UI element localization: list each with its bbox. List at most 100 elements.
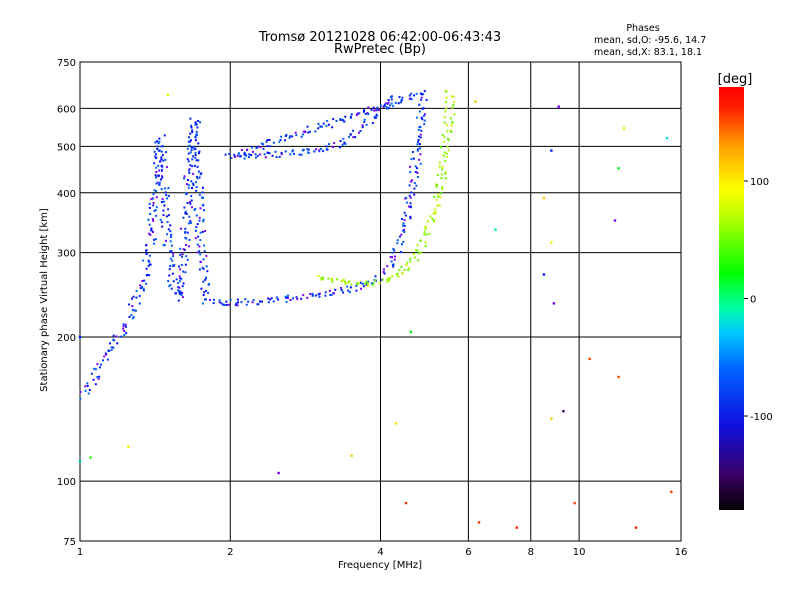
trace-point-1: [398, 269, 401, 271]
trace-point-0: [112, 338, 115, 341]
trace-point-0: [163, 134, 166, 137]
trace-point-0: [192, 155, 195, 158]
scatter-point-5: [277, 471, 280, 475]
trace-point-1: [452, 95, 455, 98]
trace-point-0: [233, 153, 236, 156]
trace-point-0: [198, 150, 201, 153]
trace-point-0: [191, 158, 194, 161]
trace-point-0: [389, 104, 391, 107]
trace-point-0: [164, 187, 166, 190]
trace-point-0: [335, 119, 338, 122]
trace-point-0: [317, 122, 320, 125]
trace-point-0: [367, 106, 370, 109]
trace-point-0: [408, 97, 411, 100]
trace-point-1: [433, 220, 436, 223]
trace-point-1: [441, 168, 444, 171]
trace-point-0: [419, 162, 422, 165]
trace-point-0: [148, 260, 151, 263]
trace-point-0: [197, 159, 200, 162]
trace-point-0: [352, 129, 354, 132]
trace-point-0: [306, 148, 309, 151]
trace-point-0: [147, 218, 150, 221]
trace-point-0: [418, 103, 421, 106]
trace-point-0: [314, 130, 317, 133]
trace-point-1: [437, 195, 440, 198]
trace-point-0: [420, 116, 423, 119]
trace-point-0: [417, 140, 420, 143]
trace-point-0: [124, 326, 127, 328]
stats-heading: Phases: [626, 23, 659, 34]
trace-point-0: [321, 125, 323, 128]
trace-point-0: [397, 102, 400, 105]
trace-point-0: [363, 109, 366, 112]
trace-point-1: [445, 156, 448, 159]
trace-point-0: [79, 397, 82, 400]
trace-point-0: [167, 228, 170, 231]
trace-point-0: [172, 255, 175, 258]
trace-point-0: [190, 126, 193, 129]
trace-point-0: [402, 224, 405, 227]
trace-point-0: [307, 131, 310, 134]
trace-point-0: [90, 372, 93, 375]
trace-point-0: [278, 156, 281, 158]
trace-point-1: [395, 273, 398, 276]
trace-point-1: [420, 251, 423, 254]
trace-point-0: [259, 300, 261, 303]
trace-point-0: [164, 191, 167, 194]
trace-point-0: [300, 153, 303, 156]
trace-point-1: [438, 165, 441, 168]
trace-point-0: [79, 391, 82, 393]
trace-point-1: [374, 279, 377, 282]
trace-point-0: [409, 217, 412, 220]
trace-point-1: [452, 104, 455, 107]
trace-point-0: [192, 172, 195, 175]
trace-point-0: [205, 277, 207, 280]
trace-point-0: [223, 303, 226, 306]
scatter-point-26: [617, 167, 620, 170]
trace-point-0: [182, 248, 185, 251]
trace-point-0: [155, 182, 158, 185]
trace-point-0: [187, 184, 190, 187]
trace-point-1: [423, 230, 426, 233]
trace-point-0: [204, 278, 207, 281]
trace-point-0: [298, 153, 301, 156]
trace-point-1: [344, 280, 346, 283]
trace-point-0: [160, 188, 163, 191]
trace-point-1: [322, 276, 325, 279]
trace-point-0: [138, 302, 141, 305]
trace-point-0: [187, 245, 190, 248]
trace-point-0: [194, 153, 197, 156]
trace-point-0: [275, 156, 278, 158]
trace-point-0: [341, 143, 344, 146]
trace-point-0: [167, 280, 170, 283]
trace-point-0: [124, 323, 127, 326]
trace-point-0: [190, 149, 193, 152]
trace-point-1: [417, 259, 420, 262]
y-tick-label-750: 750: [57, 58, 76, 69]
trace-point-0: [373, 116, 376, 119]
scatter-point-28: [634, 526, 638, 529]
trace-point-0: [220, 302, 223, 305]
trace-point-0: [292, 297, 294, 300]
trace-point-0: [139, 287, 142, 290]
trace-point-1: [446, 137, 449, 140]
trace-point-0: [288, 136, 291, 139]
y-axis-label: Stationary phase Virtual Height [km]: [39, 208, 50, 392]
trace-point-0: [148, 206, 151, 209]
trace-point-0: [157, 174, 160, 177]
trace-point-1: [386, 281, 389, 284]
trace-point-0: [198, 268, 201, 271]
trace-point-1: [367, 282, 370, 285]
trace-point-0: [240, 149, 243, 151]
trace-point-0: [404, 214, 407, 217]
trace-point-0: [423, 123, 426, 126]
trace-point-0: [177, 286, 180, 289]
trace-point-0: [243, 153, 246, 156]
trace-point-1: [443, 121, 446, 124]
trace-point-0: [362, 285, 365, 288]
trace-point-0: [154, 238, 157, 241]
trace-point-0: [382, 271, 385, 274]
trace-point-0: [155, 196, 158, 199]
trace-point-0: [403, 231, 406, 234]
trace-point-0: [313, 150, 316, 153]
